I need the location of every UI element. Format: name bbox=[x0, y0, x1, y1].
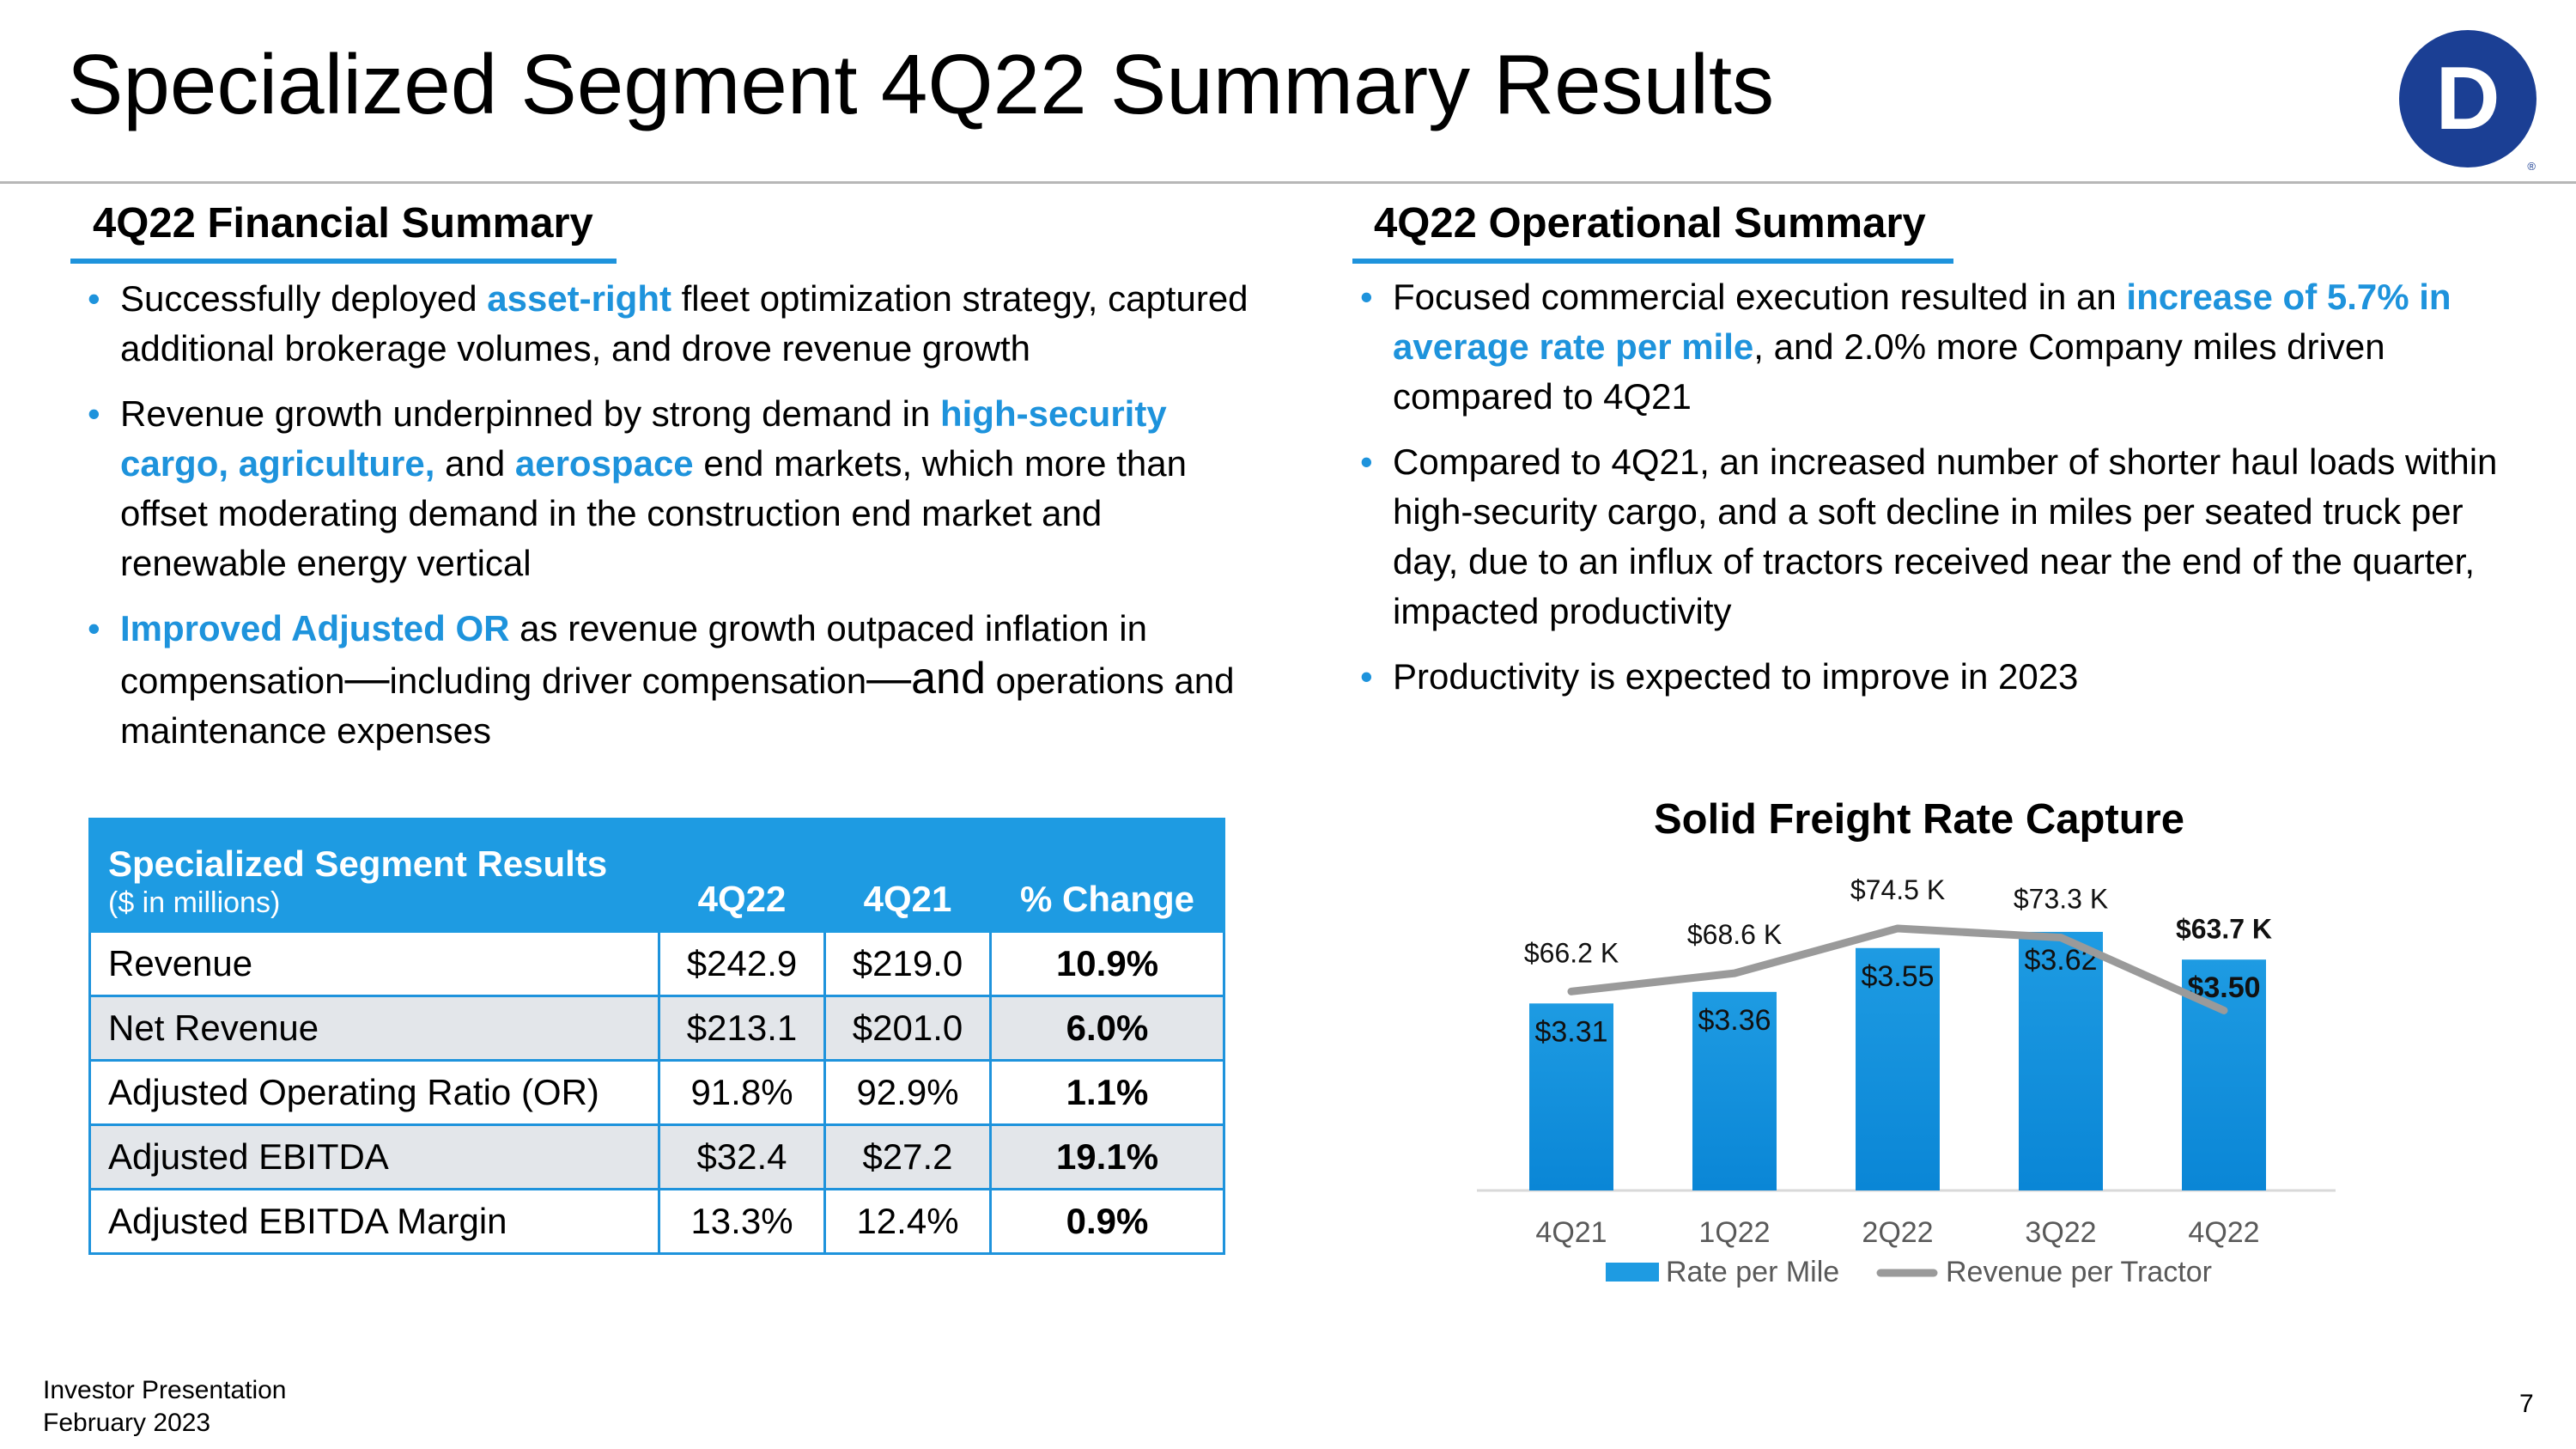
bar-data-label: $3.55 bbox=[1861, 960, 1934, 993]
freight-rate-chart: $3.314Q21$3.361Q22$3.552Q22$3.623Q22$3.5… bbox=[1477, 874, 2336, 1288]
bar-data-label: $3.36 bbox=[1698, 1004, 1771, 1037]
row-label: Adjusted Operating Ratio (OR) bbox=[88, 1059, 660, 1126]
operational-summary-heading: 4Q22 Operational Summary bbox=[1374, 200, 1926, 247]
table-units: ($ in millions) bbox=[108, 886, 281, 919]
segment-results-table: Specialized Segment Results ($ in millio… bbox=[88, 818, 1225, 1255]
column-header-4q21: 4Q21 bbox=[823, 818, 992, 933]
column-header-4q22: 4Q22 bbox=[658, 818, 826, 933]
page-number: 7 bbox=[2519, 1390, 2534, 1418]
table-row: Adjusted Operating Ratio (OR) 91.8% 92.9… bbox=[88, 1059, 1225, 1126]
bullet-dot: • bbox=[88, 393, 100, 434]
bullet-dot: • bbox=[88, 608, 100, 648]
value-4q22: 13.3% bbox=[658, 1188, 826, 1255]
line-data-label: $63.7 K bbox=[2176, 913, 2272, 944]
table-row: Adjusted EBITDA $32.4 $27.2 19.1% bbox=[88, 1123, 1225, 1190]
bar-rate-per-mile bbox=[1529, 1003, 1613, 1190]
x-tick-label: 1Q22 bbox=[1698, 1216, 1770, 1249]
row-label: Adjusted EBITDA bbox=[88, 1123, 660, 1190]
row-label: Adjusted EBITDA Margin bbox=[88, 1188, 660, 1255]
x-tick-label: 4Q21 bbox=[1535, 1216, 1607, 1249]
logo-letter: D bbox=[2435, 49, 2500, 149]
operational-bullet-2: • Compared to 4Q21, an increased number o… bbox=[1357, 437, 2507, 636]
value-4q21: 92.9% bbox=[823, 1059, 992, 1126]
line-data-label: $68.6 K bbox=[1687, 919, 1782, 950]
financial-bullets: • Successfully deployed asset-right fleet… bbox=[84, 274, 1269, 771]
value-4q21: $27.2 bbox=[823, 1123, 992, 1190]
value-change: 10.9% bbox=[989, 930, 1225, 997]
logo-registered-mark: ® bbox=[2527, 160, 2536, 170]
footer: Investor Presentation February 2023 bbox=[43, 1374, 287, 1440]
table-title: Specialized Segment Results bbox=[108, 843, 608, 884]
value-4q22: $242.9 bbox=[658, 930, 826, 997]
value-4q21: $219.0 bbox=[823, 930, 992, 997]
legend-label-rate-per-mile: Rate per Mile bbox=[1666, 1256, 1839, 1288]
footer-presentation-name: Investor Presentation bbox=[43, 1376, 287, 1404]
row-label: Net Revenue bbox=[88, 995, 660, 1062]
title-divider bbox=[0, 181, 2576, 184]
value-change: 19.1% bbox=[989, 1123, 1225, 1190]
bar-rate-per-mile bbox=[1692, 991, 1777, 1190]
daseke-logo: D ® bbox=[2399, 30, 2537, 170]
value-change: 0.9% bbox=[989, 1188, 1225, 1255]
bar-rate-per-mile bbox=[1856, 947, 1940, 1190]
table-row: Adjusted EBITDA Margin 13.3% 12.4% 0.9% bbox=[88, 1188, 1225, 1255]
financial-bullet-3: • Improved Adjusted OR as revenue growth … bbox=[84, 604, 1269, 756]
line-data-label: $74.5 K bbox=[1850, 874, 1945, 905]
financial-bullet-2: • Revenue growth underpinned by strong de… bbox=[84, 389, 1269, 588]
value-change: 1.1% bbox=[989, 1059, 1225, 1126]
bullet-dot: • bbox=[1360, 441, 1373, 482]
page-title: Specialized Segment 4Q22 Summary Results bbox=[67, 37, 1775, 131]
financial-heading-underline bbox=[70, 259, 617, 264]
operational-bullets: • Focused commercial execution resulted i… bbox=[1357, 272, 2507, 717]
bar-rate-per-mile bbox=[2019, 931, 2103, 1190]
legend-swatch-rate-per-mile bbox=[1606, 1263, 1659, 1282]
line-revenue-per-tractor bbox=[1567, 924, 2228, 1014]
operational-heading-underline bbox=[1352, 259, 1953, 264]
line-data-label: $66.2 K bbox=[1524, 937, 1619, 968]
footer-date: February 2023 bbox=[43, 1409, 211, 1437]
column-header-change: % Change bbox=[989, 818, 1225, 933]
line-data-label: $73.3 K bbox=[2014, 884, 2108, 915]
legend-label-revenue-per-tractor: Revenue per Tractor bbox=[1946, 1256, 2212, 1288]
x-tick-label: 3Q22 bbox=[2025, 1216, 2096, 1249]
table-row: Net Revenue $213.1 $201.0 6.0% bbox=[88, 995, 1225, 1062]
chart-title: Solid Freight Rate Capture bbox=[1653, 796, 2184, 843]
value-4q22: 91.8% bbox=[658, 1059, 826, 1126]
bullet-dot: • bbox=[88, 278, 100, 319]
x-tick-label: 4Q22 bbox=[2188, 1216, 2259, 1249]
value-4q21: 12.4% bbox=[823, 1188, 992, 1255]
bullet-dot: • bbox=[1360, 656, 1373, 697]
table-row: Revenue $242.9 $219.0 10.9% bbox=[88, 930, 1225, 997]
operational-bullet-3: • Productivity is expected to improve in … bbox=[1357, 652, 2507, 702]
table-header-title: Specialized Segment Results ($ in millio… bbox=[88, 818, 660, 933]
value-4q22: $32.4 bbox=[658, 1123, 826, 1190]
value-change: 6.0% bbox=[989, 995, 1225, 1062]
value-4q22: $213.1 bbox=[658, 995, 826, 1062]
bar-data-label: $3.31 bbox=[1534, 1015, 1607, 1048]
bullet-dot: • bbox=[1360, 277, 1373, 317]
operational-bullet-1: • Focused commercial execution resulted i… bbox=[1357, 272, 2507, 422]
x-tick-label: 2Q22 bbox=[1862, 1216, 1933, 1249]
value-4q21: $201.0 bbox=[823, 995, 992, 1062]
financial-summary-heading: 4Q22 Financial Summary bbox=[93, 200, 593, 247]
table-header-row: Specialized Segment Results ($ in millio… bbox=[88, 818, 1225, 933]
financial-bullet-1: • Successfully deployed asset-right fleet… bbox=[84, 274, 1269, 374]
row-label: Revenue bbox=[88, 930, 660, 997]
